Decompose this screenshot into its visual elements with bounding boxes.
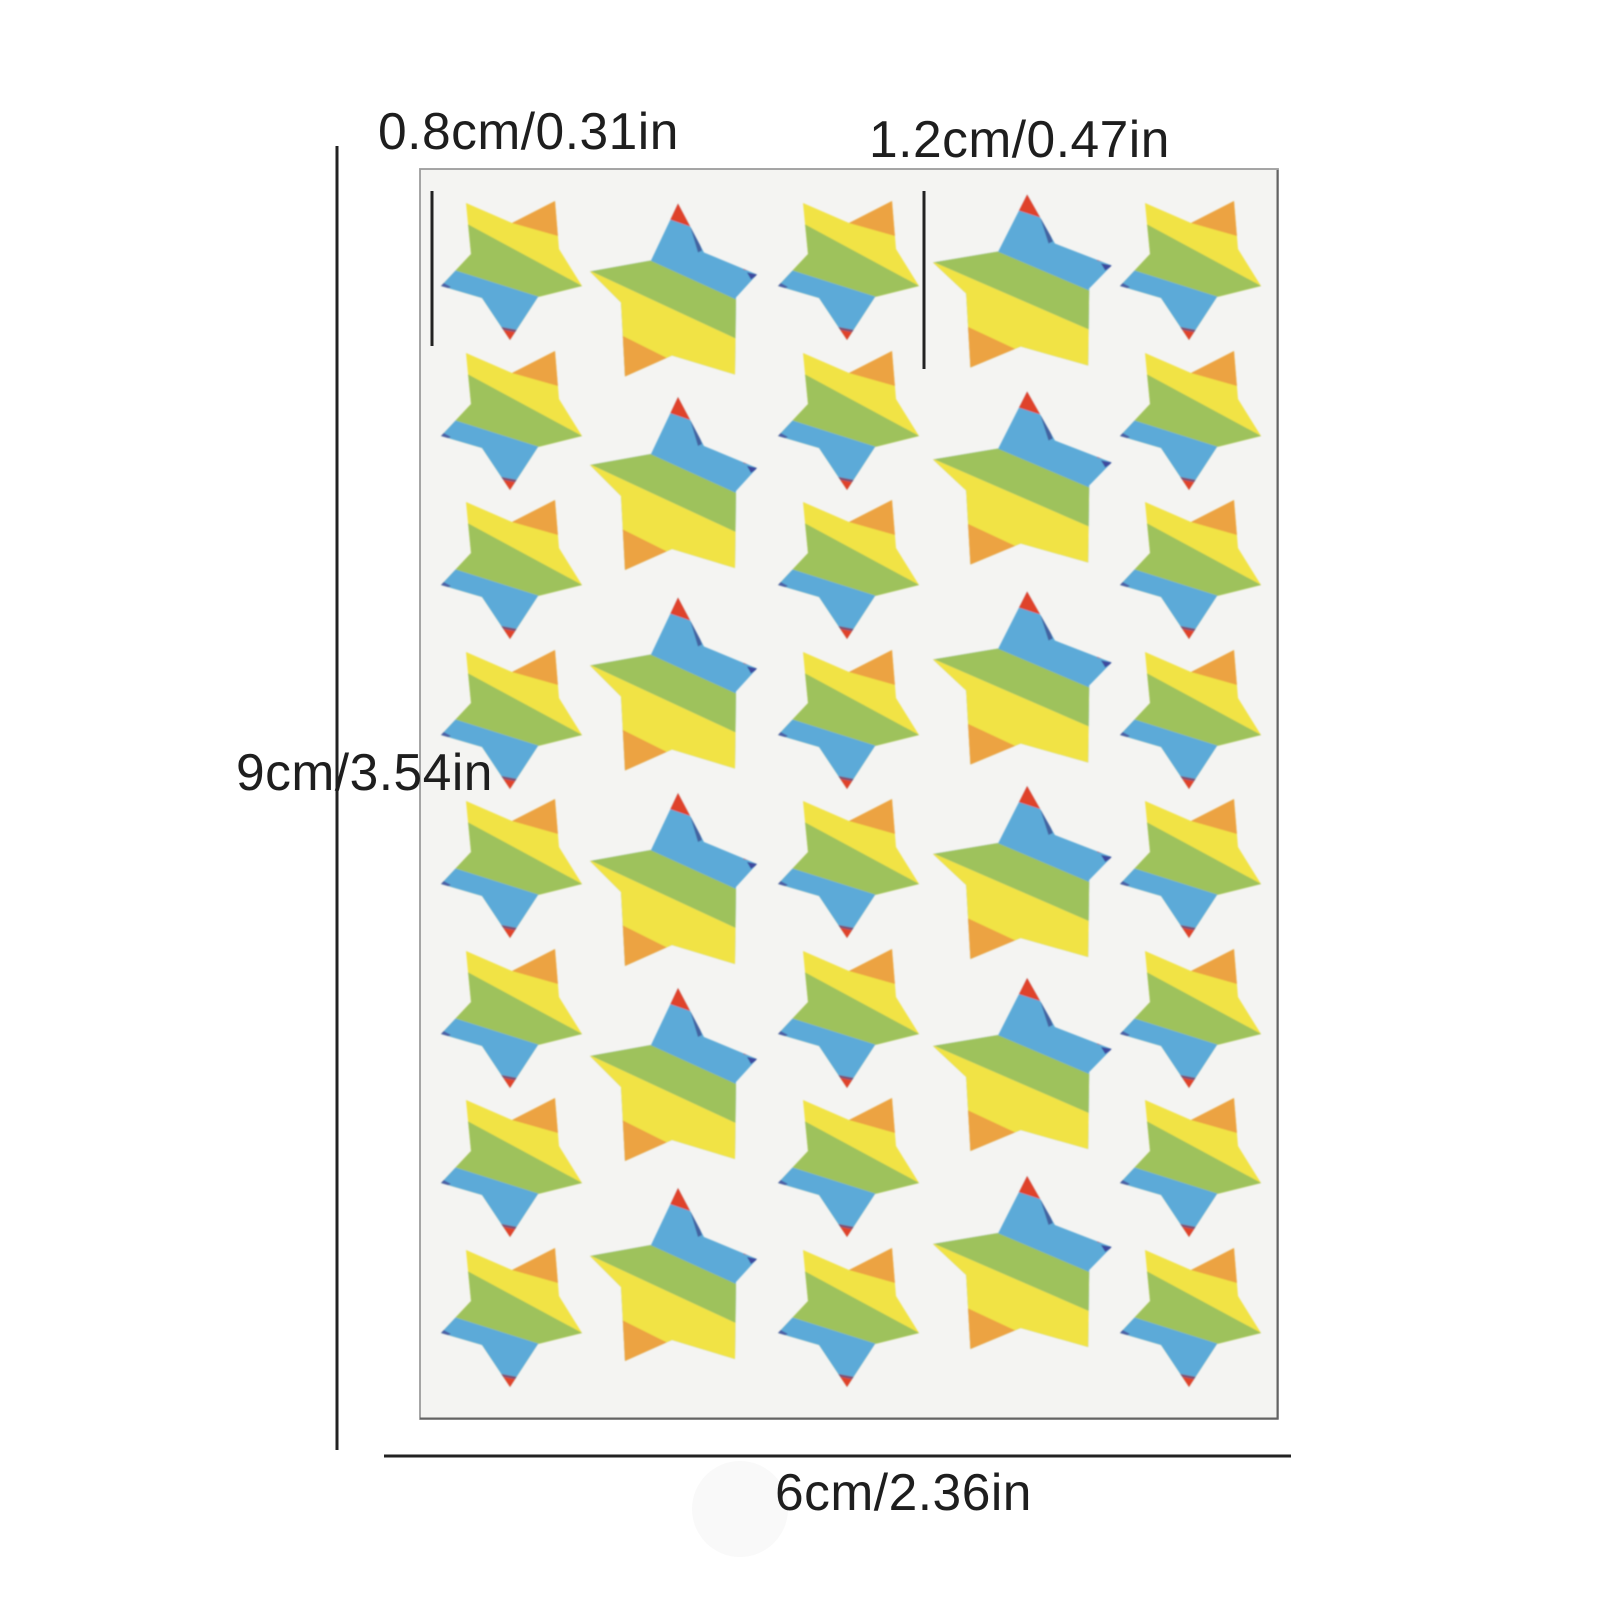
svg-text:6cm/2.36in: 6cm/2.36in	[775, 1463, 1032, 1521]
svg-text:9cm/3.54in: 9cm/3.54in	[236, 743, 493, 801]
svg-text:1.2cm/0.47in: 1.2cm/0.47in	[869, 110, 1170, 168]
svg-text:0.8cm/0.31in: 0.8cm/0.31in	[378, 102, 679, 160]
